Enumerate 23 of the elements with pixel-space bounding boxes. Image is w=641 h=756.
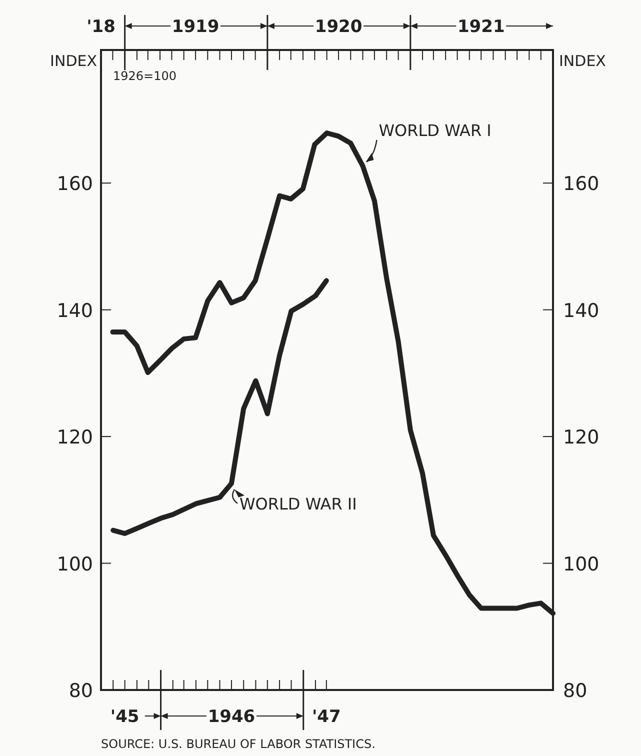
y-tick-label: 160 (56, 173, 93, 196)
source-note: SOURCE: U.S. BUREAU OF LABOR STATISTICS. (101, 737, 376, 751)
series-label: WORLD WAR I (378, 120, 492, 140)
y2-tick-label: 120 (563, 426, 600, 449)
y2-tick-label: 100 (563, 553, 600, 576)
y-tick-label: 80 (68, 680, 93, 702)
y-tick-label: 100 (56, 553, 93, 576)
y2-tick-label: 80 (563, 680, 588, 702)
y-axis-title: INDEX (50, 52, 97, 70)
x-tick-label: '47 (312, 707, 341, 727)
annotation: 1926=100 (113, 69, 176, 83)
y2-tick-label: 140 (563, 300, 600, 322)
legend-label: WORLD WAR II (239, 494, 357, 514)
y-tick-label: 120 (56, 426, 93, 449)
x2-tick-label: '18 (86, 17, 116, 37)
x2-tick-label: 1921 (457, 17, 505, 37)
y-tick-label: 140 (56, 300, 93, 322)
x-tick-label: 1946 (208, 707, 256, 727)
y2-tick-label: 160 (563, 173, 600, 196)
x2-tick-label: 1920 (314, 17, 362, 37)
x-tick-label: '45 (110, 707, 140, 727)
x2-tick-label: 1919 (172, 17, 220, 37)
y2-axis-title: INDEX (559, 52, 606, 70)
